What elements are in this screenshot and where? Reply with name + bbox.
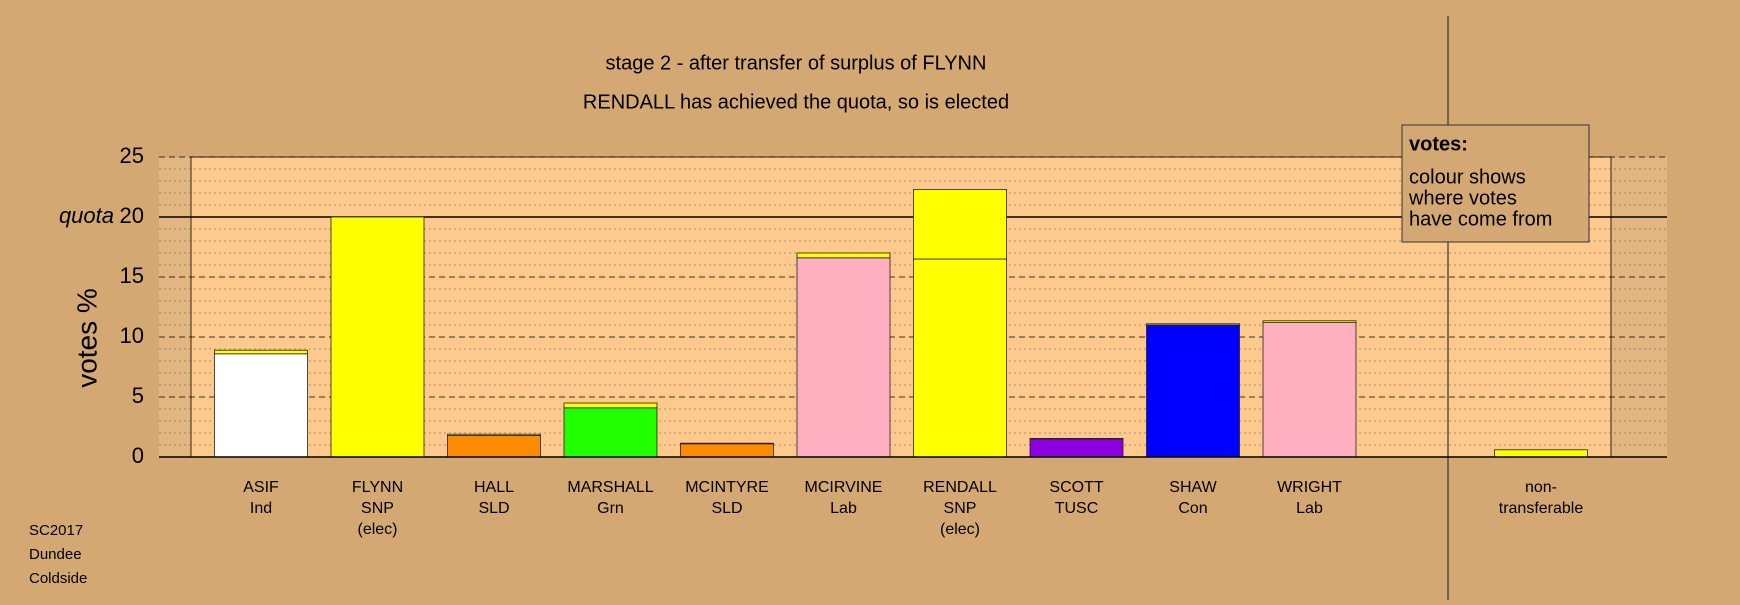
x-tick-label: (elec): [357, 521, 397, 538]
x-tick-label: MCIRVINE: [805, 479, 883, 496]
bar-segment: [214, 353, 308, 458]
footer-text: Dundee: [29, 546, 82, 563]
x-tick-label: FLYNN: [352, 479, 403, 496]
x-tick-label: HALL: [474, 479, 514, 496]
x-tick-label: Con: [1178, 500, 1207, 517]
y-axis-label: votes %: [71, 288, 102, 388]
x-tick-label: transferable: [1499, 500, 1584, 517]
bar-segment: [796, 257, 891, 458]
bar-segment: [796, 252, 891, 259]
x-tick-label: MARSHALL: [567, 479, 653, 496]
bar-segment: [1262, 320, 1357, 323]
x-tick-label: (elec): [940, 521, 980, 538]
bar-segment: [1146, 323, 1240, 326]
x-tick-label: SCOTT: [1049, 479, 1103, 496]
x-tick-label: SHAW: [1169, 479, 1217, 496]
bar-segment: [563, 407, 658, 458]
bar-segment: [913, 258, 1007, 458]
x-tick-label: RENDALL: [923, 479, 997, 496]
quota-label: quota: [59, 203, 114, 228]
x-tick-label: MCINTYRE: [685, 479, 769, 496]
x-tick-label: SNP: [944, 500, 977, 517]
bar-segment: [447, 433, 541, 436]
y-tick-label: 15: [120, 263, 144, 288]
chart-subtitle: RENDALL has achieved the quota, so is el…: [583, 91, 1009, 113]
legend-text: have come from: [1409, 208, 1552, 230]
x-tick-label: Ind: [250, 500, 272, 517]
legend-text: where votes: [1408, 187, 1517, 209]
bar-segment: [1029, 438, 1124, 458]
bar-segment: [447, 434, 541, 458]
bar-segment: [563, 402, 658, 409]
x-tick-label: TUSC: [1055, 500, 1099, 517]
bar-segment: [680, 442, 774, 445]
y-tick-label: 25: [120, 143, 144, 168]
bar-segment: [1146, 324, 1240, 458]
bar-segment: [1494, 449, 1588, 458]
footer-text: Coldside: [29, 570, 87, 587]
bar-segment: [1029, 437, 1124, 440]
bar-segment: [330, 216, 425, 458]
x-tick-label: Lab: [830, 500, 857, 517]
legend-title: votes:: [1409, 133, 1468, 155]
x-tick-label: SLD: [478, 500, 509, 517]
plot-inner: [190, 156, 1612, 458]
bar-segment: [1262, 322, 1357, 458]
x-tick-label: ASIF: [243, 479, 279, 496]
bar-segment: [913, 188, 1007, 260]
legend-box: [1401, 124, 1590, 243]
chart-title: stage 2 - after transfer of surplus of F…: [606, 52, 987, 74]
bar-segment: [214, 349, 308, 355]
x-tick-label: SNP: [361, 500, 394, 517]
y-tick-label: 20: [120, 203, 144, 228]
y-tick-label: 5: [132, 383, 144, 408]
x-tick-label: Lab: [1296, 500, 1323, 517]
bar-segment: [680, 443, 774, 458]
footer-text: SC2017: [29, 522, 83, 539]
x-tick-label: non-: [1525, 479, 1557, 496]
x-tick-label: SLD: [711, 500, 742, 517]
y-tick-label: 10: [120, 323, 144, 348]
x-tick-label: WRIGHT: [1277, 479, 1342, 496]
x-tick-label: Grn: [597, 500, 624, 517]
y-tick-label: 0: [132, 443, 144, 468]
legend-text: colour shows: [1409, 166, 1526, 188]
